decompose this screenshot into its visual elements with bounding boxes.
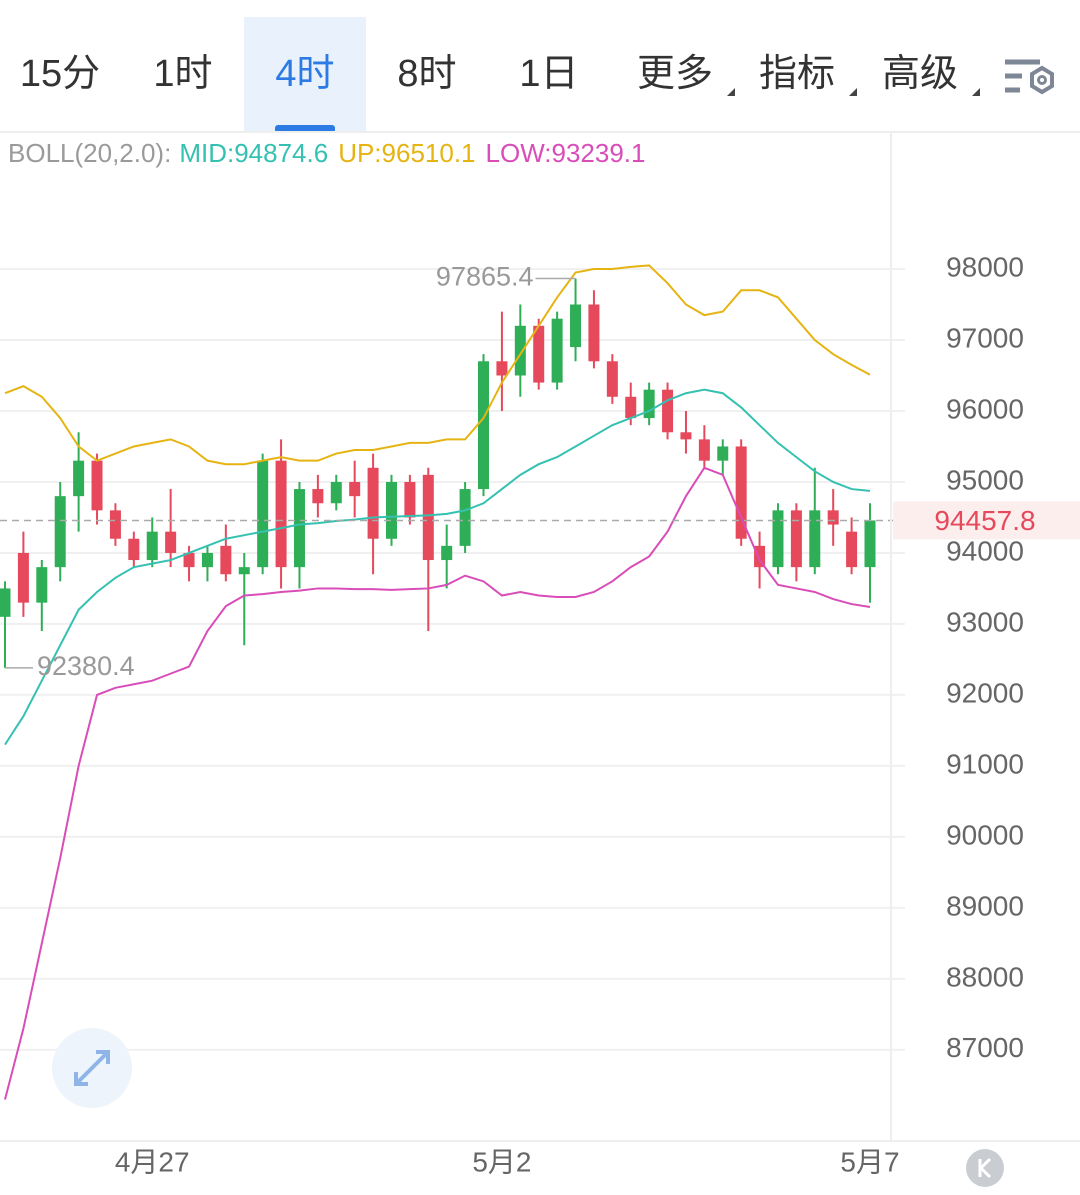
candle-body [533,325,545,383]
candle-body [367,467,379,539]
candle-body [220,545,232,575]
y-tick-label: 88000 [946,961,1024,992]
candle-body [54,496,66,568]
expand-button[interactable] [52,1028,132,1108]
tab[interactable]: 更多 [637,53,713,95]
y-tick-label: 91000 [946,748,1024,779]
candle-body [422,474,434,561]
price-tag: 94457.8 [934,505,1035,536]
dropdown-arrow [727,88,735,96]
candle-body [109,510,121,539]
candle-body [551,318,563,383]
legend-value: 93239.1 [552,138,646,168]
y-tick-label: 97000 [946,322,1024,353]
candle-body [36,567,48,603]
plot: 87000 88000 89000 90000 91000 92000 93000 94000… [0,251,1080,1177]
y-tick-label: 98000 [946,251,1024,282]
candle-body [183,552,195,568]
candle-body [201,552,213,568]
y-tick-label: 95000 [946,464,1024,495]
tab[interactable]: 1时 [153,53,212,95]
price-tag-bg [893,501,1080,540]
candle-body [662,389,674,433]
candle-body [570,304,582,348]
candle-body [91,460,103,511]
candle-body [698,439,710,461]
candle-body [717,446,729,461]
settings-icon[interactable] [1005,59,1054,95]
candle-body [588,304,600,362]
candle-body [643,389,655,419]
high-marker-label: 97865.4 [436,262,534,292]
candle-body [772,510,784,568]
candle-body [238,567,250,575]
tab[interactable]: 高级 [882,53,958,95]
candle-body [514,325,526,376]
candle-body [864,520,876,568]
legend-value: 94874.6 [234,138,328,168]
candle-body [809,510,821,568]
y-tick-label: 87000 [946,1032,1024,1063]
indicator-name: BOLL(20,2.0): [8,138,171,168]
candle-body [257,460,269,568]
low-marker-label: 92380.4 [37,651,135,681]
band-line [4,388,871,746]
candle-body [146,531,158,561]
y-tick-label: 89000 [946,890,1024,921]
candle-body [754,545,766,568]
candle-body [404,481,416,518]
candle-body [293,489,305,568]
x-tick-label: 4月27 [115,1146,190,1177]
k-button[interactable] [966,1149,1004,1187]
y-tick-label: 90000 [946,819,1024,850]
candle-body [165,531,177,553]
candle-body [827,510,839,525]
indicator-legend: BOLL(20,2.0): MID:94874.6 UP:96510.1 LOW:93… [8,138,645,168]
candle-body [312,489,324,504]
candle-body [385,481,397,539]
candle-body [275,460,287,568]
candle-body [680,432,692,440]
candle-body [846,531,858,568]
dropdown-arrow [972,88,980,96]
candle-body [496,361,508,376]
legend-value: 96510.1 [382,138,476,168]
candle-body [441,545,453,561]
y-tick-label: 96000 [946,393,1024,424]
x-tick-label: 5月2 [472,1146,531,1177]
tab[interactable]: 15分 [20,53,100,95]
legend-name: LOW: [486,138,552,168]
tab[interactable]: 1日 [519,53,578,95]
candle-body [459,489,471,546]
candle-body [349,481,361,497]
legend-name: MID: [179,138,234,168]
band-line [4,466,871,1100]
candle-body [128,538,140,561]
y-tick-label: 92000 [946,677,1024,708]
legend-name: UP: [338,138,381,168]
legend: MID:94874.6 UP:96510.1 LOW:93239.1 [179,138,645,168]
candle-body [735,446,747,539]
candle-body [625,396,637,419]
dropdown-arrow [849,88,857,96]
y-tick-label: 94000 [946,535,1024,566]
y-tick-label: 93000 [946,606,1024,637]
candle-body [478,361,490,490]
candle-body [17,552,29,603]
candle-body [0,588,11,617]
x-tick-label: 5月7 [840,1146,899,1177]
tab-bar: 15分 1时 4时 8时 1日 更多 指标 高级 [20,17,980,133]
candle-body [606,361,618,397]
candle-body [73,460,85,497]
candle-body [330,481,342,504]
tab[interactable]: 4时 [275,53,334,95]
tab-selected-bg [244,17,366,132]
candle-body [790,510,802,568]
band-line [4,264,871,466]
tab[interactable]: 8时 [397,53,456,95]
tab[interactable]: 指标 [759,53,835,95]
